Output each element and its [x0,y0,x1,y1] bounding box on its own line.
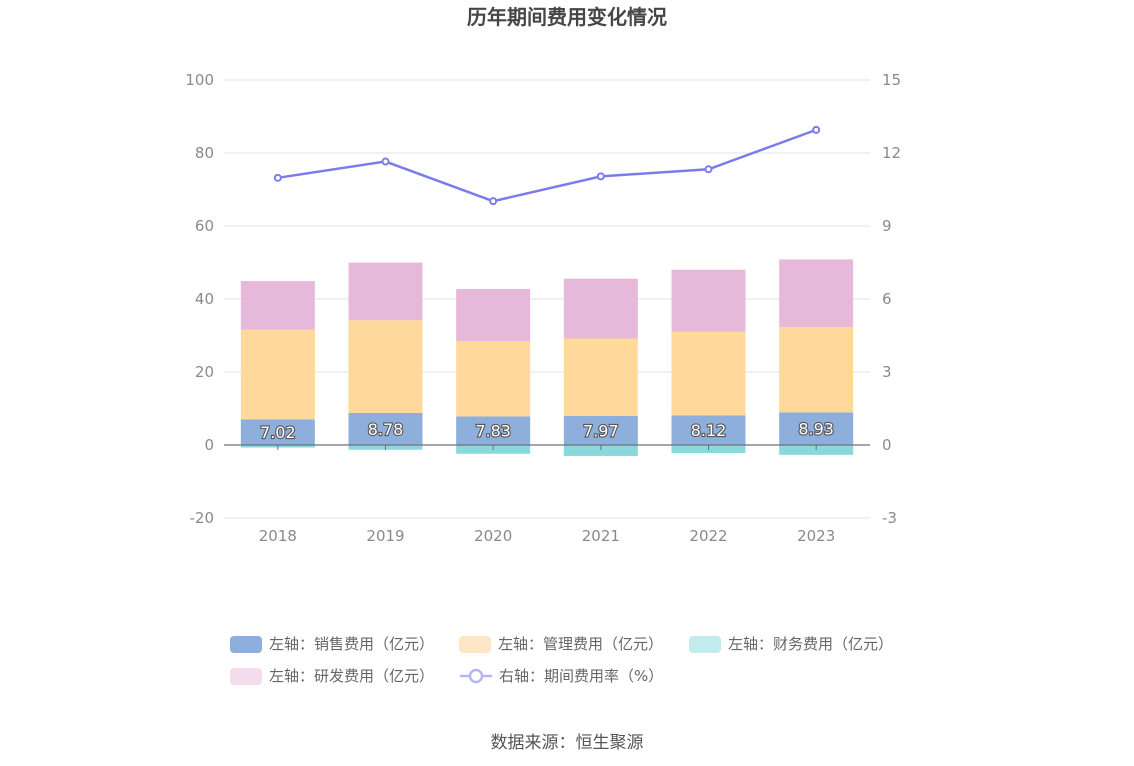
legend-label: 右轴：期间费用率（%） [499,667,663,685]
bar-data-label: 7.97 [583,421,619,440]
y-right-tick-label: 3 [882,363,892,381]
bar-rd [779,259,854,327]
line-point [273,173,282,182]
bar-admin [563,338,638,416]
bar-data-label: 8.12 [691,421,727,440]
y-left-tick-label: 0 [204,436,214,454]
line-expense-rate [277,128,817,203]
bar-admin [779,326,854,413]
legend-label: 左轴：销售费用（亿元） [269,635,434,653]
y-right-tick-label: -3 [882,509,897,527]
bar-admin [348,320,423,413]
x-tick-label: 2022 [689,527,727,545]
bar-sales [563,415,638,445]
y-left-tick-label: 40 [195,290,214,308]
bar-rd [671,269,746,332]
x-tick-label: 2021 [582,527,620,545]
bar-admin [240,329,315,420]
bar-rd [563,278,638,339]
bar-finance [563,445,638,456]
bar-data-label: 7.02 [260,423,296,442]
legend-swatch [230,668,262,685]
y-left-tick-label: 80 [195,144,214,162]
bar-sales [671,415,746,445]
chart-title: 历年期间费用变化情况 [467,5,667,29]
y-right-tick-label: 6 [882,290,892,308]
y-right-tick-label: 12 [882,144,901,162]
x-tick-label: 2019 [366,527,404,545]
legend-label: 左轴：研发费用（亿元） [269,667,434,685]
legend-line-marker [468,668,484,684]
bar-rd [348,262,423,321]
bar-admin [671,331,746,416]
line-point [812,125,821,134]
x-tick-label: 2020 [474,527,512,545]
bar-rd [456,289,531,342]
line-point [381,157,390,166]
legend-label: 左轴：财务费用（亿元） [728,635,893,653]
line-point [596,172,605,181]
legend-label: 左轴：管理费用（亿元） [498,635,663,653]
y-right-tick-label: 9 [882,217,892,235]
bar-sales [348,412,423,445]
bar-sales [240,419,315,445]
legend-swatch [689,636,721,653]
legend-swatch [230,636,262,653]
bar-data-label: 7.83 [475,422,511,441]
bar-sales [456,416,531,445]
line-point [704,165,713,174]
y-left-tick-label: 60 [195,217,214,235]
line-point [489,197,498,206]
legend-swatch [459,636,491,653]
x-tick-label: 2018 [259,527,297,545]
x-tick-label: 2023 [797,527,835,545]
data-source: 数据来源：恒生聚源 [491,733,644,753]
bar-data-label: 8.93 [798,420,834,439]
y-left-tick-label: 100 [185,71,214,89]
bar-admin [456,341,531,417]
y-left-tick-label: 20 [195,363,214,381]
bar-rd [240,281,315,330]
y-right-tick-label: 0 [882,436,892,454]
y-right-tick-label: 15 [882,71,901,89]
bar-data-label: 8.78 [368,420,404,439]
y-left-tick-label: -20 [190,509,215,527]
bar-sales [779,412,854,445]
